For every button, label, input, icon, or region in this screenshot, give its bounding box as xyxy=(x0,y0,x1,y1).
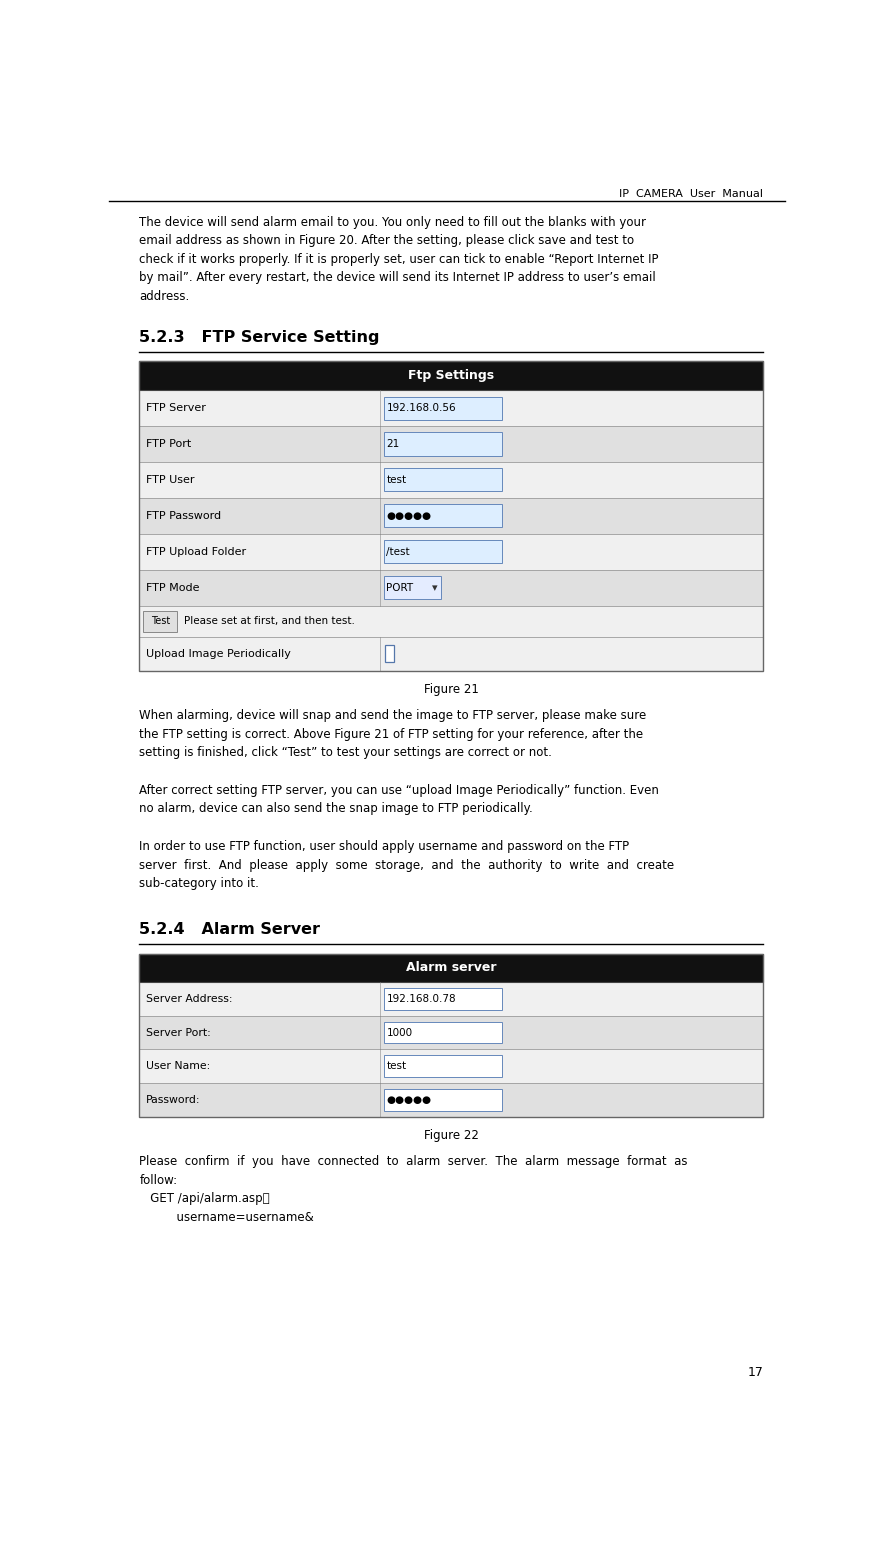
FancyBboxPatch shape xyxy=(140,1049,763,1084)
FancyBboxPatch shape xyxy=(384,469,502,492)
FancyBboxPatch shape xyxy=(384,1021,502,1043)
FancyBboxPatch shape xyxy=(384,540,502,564)
FancyBboxPatch shape xyxy=(385,646,394,662)
Text: In order to use FTP function, user should apply username and password on the FTP: In order to use FTP function, user shoul… xyxy=(140,841,630,853)
Text: 21: 21 xyxy=(386,439,399,448)
Text: server  first.  And  please  apply  some  storage,  and  the  authority  to  wri: server first. And please apply some stor… xyxy=(140,859,675,872)
Text: 192.168.0.56: 192.168.0.56 xyxy=(386,403,456,413)
FancyBboxPatch shape xyxy=(384,504,502,528)
FancyBboxPatch shape xyxy=(140,1084,763,1116)
FancyBboxPatch shape xyxy=(140,391,763,427)
Text: FTP Password: FTP Password xyxy=(146,511,221,522)
Text: IP  CAMERA  User  Manual: IP CAMERA User Manual xyxy=(619,188,763,199)
Text: ●●●●●: ●●●●● xyxy=(386,1095,432,1105)
Text: check if it works properly. If it is properly set, user can tick to enable “Repo: check if it works properly. If it is pro… xyxy=(140,252,659,266)
FancyBboxPatch shape xyxy=(140,606,763,637)
Text: Please set at first, and then test.: Please set at first, and then test. xyxy=(184,617,355,626)
Text: The device will send alarm email to you. You only need to fill out the blanks wi: The device will send alarm email to you.… xyxy=(140,215,646,229)
Text: Alarm server: Alarm server xyxy=(406,961,496,975)
FancyBboxPatch shape xyxy=(144,610,177,632)
FancyBboxPatch shape xyxy=(140,982,763,1015)
Text: FTP Port: FTP Port xyxy=(146,439,192,448)
Text: FTP User: FTP User xyxy=(146,475,194,484)
FancyBboxPatch shape xyxy=(384,989,502,1010)
FancyBboxPatch shape xyxy=(140,637,763,671)
Text: Figure 21: Figure 21 xyxy=(424,682,479,696)
Text: FTP Upload Folder: FTP Upload Folder xyxy=(146,547,246,557)
Text: After correct setting FTP server, you can use “upload Image Periodically” functi: After correct setting FTP server, you ca… xyxy=(140,783,659,797)
Text: Server Address:: Server Address: xyxy=(146,993,233,1004)
Text: Upload Image Periodically: Upload Image Periodically xyxy=(146,649,291,659)
FancyBboxPatch shape xyxy=(140,1015,763,1049)
Text: GET /api/alarm.asp？: GET /api/alarm.asp？ xyxy=(140,1193,270,1205)
FancyBboxPatch shape xyxy=(384,576,441,599)
Text: FTP Mode: FTP Mode xyxy=(146,582,200,593)
Text: Password:: Password: xyxy=(146,1095,201,1105)
Text: test: test xyxy=(386,1062,406,1071)
Text: email address as shown in Figure 20. After the setting, please click save and te: email address as shown in Figure 20. Aft… xyxy=(140,234,635,248)
Text: 5.2.4   Alarm Server: 5.2.4 Alarm Server xyxy=(140,922,320,937)
Text: ▾: ▾ xyxy=(433,582,438,593)
Text: 1000: 1000 xyxy=(386,1028,412,1037)
Text: PORT: PORT xyxy=(386,582,413,593)
FancyBboxPatch shape xyxy=(384,1088,502,1110)
Text: When alarming, device will snap and send the image to FTP server, please make su: When alarming, device will snap and send… xyxy=(140,708,647,722)
FancyBboxPatch shape xyxy=(384,433,502,456)
Text: Server Port:: Server Port: xyxy=(146,1028,211,1037)
FancyBboxPatch shape xyxy=(140,462,763,498)
FancyBboxPatch shape xyxy=(384,397,502,419)
FancyBboxPatch shape xyxy=(140,570,763,606)
Text: Figure 22: Figure 22 xyxy=(424,1129,479,1141)
Text: 5.2.3   FTP Service Setting: 5.2.3 FTP Service Setting xyxy=(140,330,380,346)
Text: Test: Test xyxy=(151,617,170,626)
Text: setting is finished, click “Test” to test your settings are correct or not.: setting is finished, click “Test” to tes… xyxy=(140,746,552,760)
Text: User Name:: User Name: xyxy=(146,1062,210,1071)
Text: username=username&: username=username& xyxy=(140,1211,314,1224)
Text: FTP Server: FTP Server xyxy=(146,403,206,413)
Text: Please  confirm  if  you  have  connected  to  alarm  server.  The  alarm  messa: Please confirm if you have connected to … xyxy=(140,1155,688,1168)
Text: address.: address. xyxy=(140,290,190,304)
FancyBboxPatch shape xyxy=(140,427,763,462)
Text: Ftp Settings: Ftp Settings xyxy=(408,369,494,381)
Text: /test: /test xyxy=(386,547,410,557)
Text: no alarm, device can also send the snap image to FTP periodically.: no alarm, device can also send the snap … xyxy=(140,802,533,816)
Text: by mail”. After every restart, the device will send its Internet IP address to u: by mail”. After every restart, the devic… xyxy=(140,271,656,285)
FancyBboxPatch shape xyxy=(384,1056,502,1077)
Text: the FTP setting is correct. Above Figure 21 of FTP setting for your reference, a: the FTP setting is correct. Above Figure… xyxy=(140,727,644,741)
FancyBboxPatch shape xyxy=(140,361,763,391)
Text: test: test xyxy=(386,475,406,484)
Text: ●●●●●: ●●●●● xyxy=(386,511,432,522)
Text: sub-category into it.: sub-category into it. xyxy=(140,878,259,891)
FancyBboxPatch shape xyxy=(140,498,763,534)
FancyBboxPatch shape xyxy=(140,953,763,982)
Text: 17: 17 xyxy=(747,1365,763,1378)
Text: follow:: follow: xyxy=(140,1174,178,1186)
Text: 192.168.0.78: 192.168.0.78 xyxy=(386,993,456,1004)
FancyBboxPatch shape xyxy=(140,534,763,570)
